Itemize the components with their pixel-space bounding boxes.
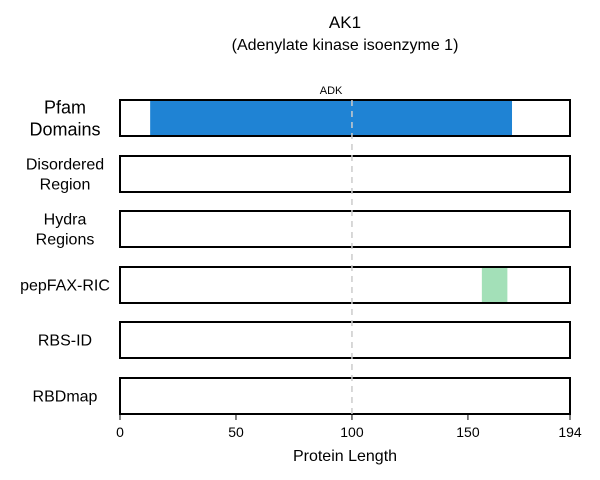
track-label-5: RBDmap <box>33 389 98 406</box>
x-tick-label: 100 <box>340 424 364 440</box>
track-frame-4 <box>119 321 571 359</box>
x-tick-label: 0 <box>116 424 124 440</box>
segment-label: ADK <box>320 85 343 97</box>
track-label-0: Pfam Domains <box>29 97 100 139</box>
x-axis: 0 50 100 150 194 <box>116 414 582 440</box>
track-segment-3-0 <box>481 267 508 303</box>
track-frame-3 <box>119 266 571 304</box>
track-label-2: Hydra Regions <box>36 212 95 249</box>
x-tick-label: 150 <box>456 424 480 440</box>
tracks-group: ADK Pfam Domains Disordered Region Hydra Regio… <box>20 85 571 415</box>
x-tick-label: 50 <box>228 424 244 440</box>
track-frame-1 <box>119 155 571 193</box>
chart-subtitle: (Adenylate kinase isoenzyme 1) <box>232 37 459 54</box>
x-axis-label: Protein Length <box>293 448 397 465</box>
track-label-3: pepFAX-RIC <box>20 278 110 295</box>
track-frame-0 <box>119 99 571 137</box>
track-frame-5 <box>119 377 571 415</box>
track-label-4: RBS-ID <box>38 333 92 350</box>
track-segment-0-0 <box>150 100 513 136</box>
x-tick-label: 194 <box>558 424 582 440</box>
track-frame-2 <box>119 210 571 248</box>
chart-title: AK1 <box>329 13 361 32</box>
track-label-1: Disordered Region <box>26 157 104 194</box>
